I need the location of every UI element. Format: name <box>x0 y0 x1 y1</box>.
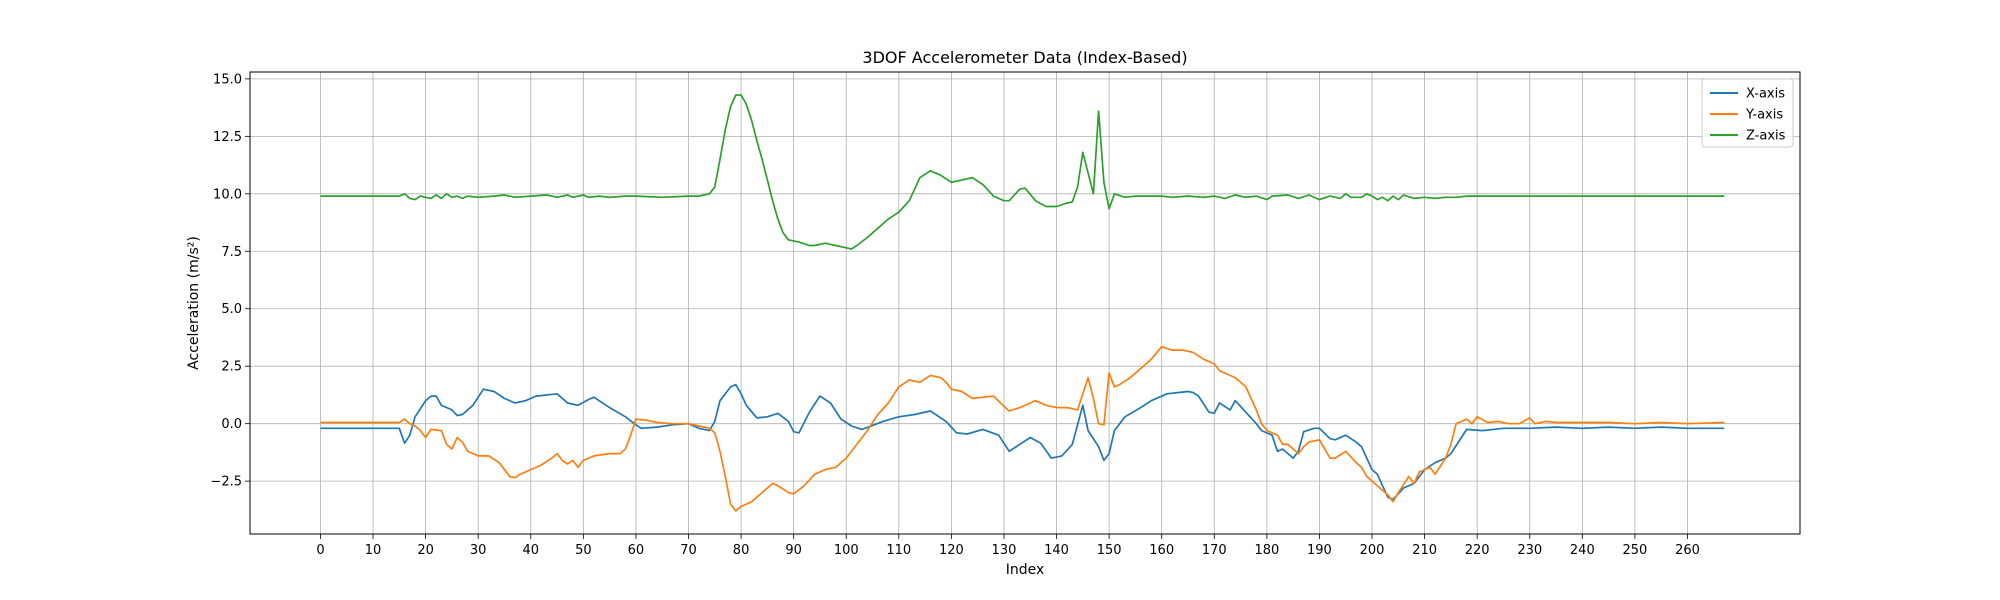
x-tick-label: 30 <box>470 543 487 558</box>
series-line-z-axis <box>320 94 1725 250</box>
x-tick-label: 90 <box>785 543 802 558</box>
x-tick-label: 260 <box>1675 543 1700 558</box>
x-tick-label: 200 <box>1360 543 1385 558</box>
x-tick-label: 170 <box>1202 543 1227 558</box>
y-tick-label: 5.0 <box>221 302 242 317</box>
legend-label: Y-axis <box>1745 108 1783 123</box>
x-tick-label: 180 <box>1254 543 1279 558</box>
x-tick-label: 130 <box>992 543 1017 558</box>
x-tick-label: 60 <box>628 543 645 558</box>
x-tick-label: 230 <box>1517 543 1542 558</box>
x-tick-label: 20 <box>417 543 434 558</box>
y-tick-label: 0.0 <box>221 417 242 432</box>
x-tick-label: 160 <box>1149 543 1174 558</box>
y-tick-label: 10.0 <box>213 187 242 202</box>
y-tick-label: 15.0 <box>213 72 242 87</box>
x-tick-label: 220 <box>1465 543 1490 558</box>
x-tick-label: 80 <box>733 543 750 558</box>
plot-area-frame <box>249 71 1801 535</box>
series-lines <box>320 94 1725 512</box>
x-tick-label: 70 <box>680 543 697 558</box>
series-line-y-axis <box>320 345 1725 512</box>
legend: X-axis Y-axis Z-axis <box>1701 78 1794 148</box>
x-tick-label: 210 <box>1412 543 1437 558</box>
x-tick-label: 140 <box>1044 543 1069 558</box>
legend-label: Z-axis <box>1746 129 1786 144</box>
x-tick-label: 50 <box>575 543 592 558</box>
x-tick-label: 40 <box>522 543 539 558</box>
legend-label: X-axis <box>1746 87 1785 102</box>
x-axis-label: Index <box>1006 562 1045 578</box>
y-tick-label: 2.5 <box>221 360 242 375</box>
y-tick-label: −2.5 <box>210 475 242 490</box>
grid-lines <box>250 72 1800 534</box>
x-tick-label: 100 <box>834 543 859 558</box>
y-axis-label: Acceleration (m/s²) <box>186 236 202 370</box>
x-tick-label: 120 <box>939 543 964 558</box>
series-line-x-axis <box>320 383 1725 501</box>
y-tick-label: 7.5 <box>221 245 242 260</box>
x-tick-label: 190 <box>1307 543 1332 558</box>
legend-box <box>1701 78 1794 148</box>
chart-title: 3DOF Accelerometer Data (Index-Based) <box>862 48 1187 67</box>
y-tick-label: 12.5 <box>213 130 242 145</box>
x-tick-label: 240 <box>1570 543 1595 558</box>
x-tick-label: 0 <box>316 543 324 558</box>
x-tick-label: 250 <box>1622 543 1647 558</box>
x-tick-label: 10 <box>365 543 382 558</box>
x-tick-label: 150 <box>1097 543 1122 558</box>
x-tick-label: 110 <box>886 543 911 558</box>
axis-ticks: 0 10 20 30 40 50 60 70 80 90 100 110 120 130 140 150 160… <box>210 72 1699 558</box>
